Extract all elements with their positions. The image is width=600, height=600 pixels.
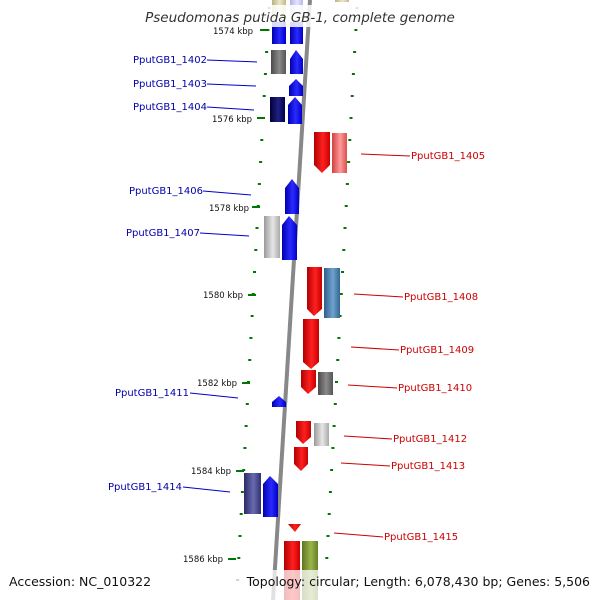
gene-label[interactable]: PputGB1_1413 bbox=[391, 461, 465, 472]
tick-label: 1576 kbp bbox=[212, 115, 252, 125]
gene-label[interactable]: PputGB1_1412 bbox=[393, 434, 467, 445]
gene-arrow[interactable] bbox=[332, 133, 347, 173]
title-backdrop bbox=[130, 5, 470, 27]
gene-label[interactable]: PputGB1_1405 bbox=[411, 151, 485, 162]
gene-label[interactable]: PputGB1_1407 bbox=[126, 228, 200, 239]
gene-arrow[interactable] bbox=[271, 50, 286, 74]
gene-arrow[interactable] bbox=[264, 216, 280, 258]
gene-arrow[interactable] bbox=[318, 372, 333, 395]
gene-arrow[interactable] bbox=[314, 423, 329, 446]
gene-labels-left: PputGB1_1402 PputGB1_1403 PputGB1_1404 P… bbox=[108, 55, 207, 493]
gene-label[interactable]: PputGB1_1408 bbox=[404, 292, 478, 303]
gene-arrow[interactable] bbox=[285, 179, 299, 214]
tick-label: 1580 kbp bbox=[203, 291, 243, 301]
tick-label: 1574 kbp bbox=[213, 27, 253, 37]
gene-label[interactable]: PputGB1_1402 bbox=[133, 55, 207, 66]
gene-arrow[interactable] bbox=[307, 267, 322, 316]
genes bbox=[244, 0, 349, 600]
gene-arrow[interactable] bbox=[272, 22, 286, 44]
gene-label[interactable]: PputGB1_1404 bbox=[133, 102, 207, 113]
gene-arrow[interactable] bbox=[324, 268, 340, 318]
gene-arrow[interactable] bbox=[272, 396, 286, 407]
tick-label: 1586 kbp bbox=[183, 555, 223, 565]
gene-label[interactable]: PputGB1_1415 bbox=[384, 532, 458, 543]
gene-label[interactable]: PputGB1_1414 bbox=[108, 482, 182, 493]
gene-arrow[interactable] bbox=[288, 524, 301, 532]
gene-arrow[interactable] bbox=[335, 0, 349, 2]
axis-labels: 1574 kbp 1576 kbp 1578 kbp 1580 kbp 1582… bbox=[183, 27, 268, 565]
genome-backbone bbox=[271, 0, 312, 600]
map-title: Pseudomonas putida GB-1, complete genome bbox=[145, 10, 455, 26]
gene-label[interactable]: PputGB1_1411 bbox=[115, 388, 189, 399]
tick-label: 1584 kbp bbox=[191, 467, 231, 477]
gene-label[interactable]: PputGB1_1406 bbox=[129, 186, 203, 197]
leader-lines bbox=[182, 59, 411, 538]
gene-label[interactable]: PputGB1_1410 bbox=[398, 383, 472, 394]
gene-arrow[interactable] bbox=[301, 370, 316, 394]
gene-arrow[interactable] bbox=[270, 97, 285, 122]
gene-label[interactable]: PputGB1_1403 bbox=[133, 79, 207, 90]
gene-arrow[interactable] bbox=[244, 473, 261, 514]
tick-label: 1582 kbp bbox=[197, 379, 237, 389]
gene-arrow[interactable] bbox=[294, 447, 308, 471]
gene-labels-right: PputGB1_1405 PputGB1_1408 PputGB1_1409 P… bbox=[384, 151, 485, 543]
gene-arrow[interactable] bbox=[296, 421, 311, 444]
footer-backdrop bbox=[0, 570, 600, 600]
summary-text: Topology: circular; Length: 6,078,430 bp… bbox=[246, 574, 590, 589]
gene-arrow[interactable] bbox=[314, 132, 330, 173]
accession-text: Accession: NC_010322 bbox=[9, 574, 151, 589]
gene-arrow[interactable] bbox=[282, 216, 297, 260]
gene-arrow[interactable] bbox=[303, 319, 319, 369]
gene-arrow[interactable] bbox=[263, 476, 278, 517]
tick-label: 1578 kbp bbox=[209, 204, 249, 214]
gene-arrow[interactable] bbox=[288, 97, 302, 124]
tick-marks bbox=[236, 7, 359, 581]
gene-arrow[interactable] bbox=[290, 50, 303, 74]
gene-arrow[interactable] bbox=[290, 22, 303, 44]
gene-label[interactable]: PputGB1_1409 bbox=[400, 345, 474, 356]
gene-arrow[interactable] bbox=[289, 79, 303, 96]
